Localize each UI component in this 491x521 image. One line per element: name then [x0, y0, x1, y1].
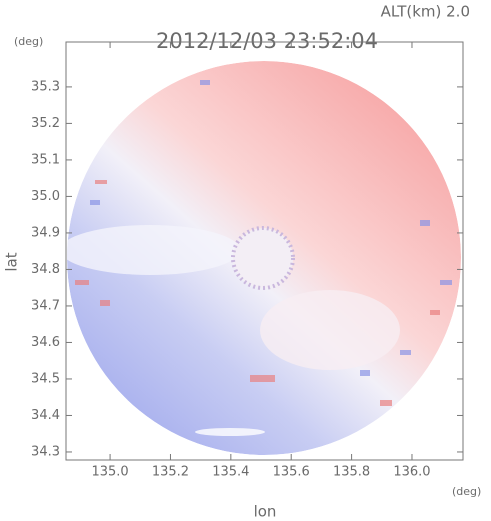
x-unit: (deg)	[452, 485, 481, 498]
y-tick-label: 34.4	[31, 408, 60, 423]
y-tick-label: 34.7	[31, 298, 60, 313]
y-tick-label: 34.8	[31, 262, 60, 277]
x-axis-label: lon	[254, 503, 277, 521]
y-tick-label: 35.2	[31, 116, 60, 131]
x-tick-label: 135.8	[333, 465, 370, 480]
y-tick-label: 35.0	[31, 189, 60, 204]
chart-title: 2012/12/03 23:52:04	[156, 29, 378, 53]
y-unit: (deg)	[14, 35, 43, 48]
x-tick-label: 135.0	[91, 465, 128, 480]
x-tick-label: 135.6	[273, 465, 310, 480]
x-tick-label: 135.2	[152, 465, 189, 480]
y-axis-label: lat	[3, 252, 21, 271]
y-tick-label: 35.3	[31, 79, 60, 94]
subtitle: ALT(km) 2.0	[381, 3, 470, 21]
y-tick-label: 34.6	[31, 335, 60, 350]
radar-field	[67, 61, 461, 455]
y-tick-label: 34.5	[31, 371, 60, 386]
x-tick-label: 135.4	[212, 465, 249, 480]
y-tick-label: 34.9	[31, 225, 60, 240]
y-tick-label: 35.1	[31, 152, 60, 167]
plot-frame	[65, 41, 464, 461]
y-tick-label: 34.3	[31, 444, 60, 459]
x-tick-label: 136.0	[393, 465, 430, 480]
